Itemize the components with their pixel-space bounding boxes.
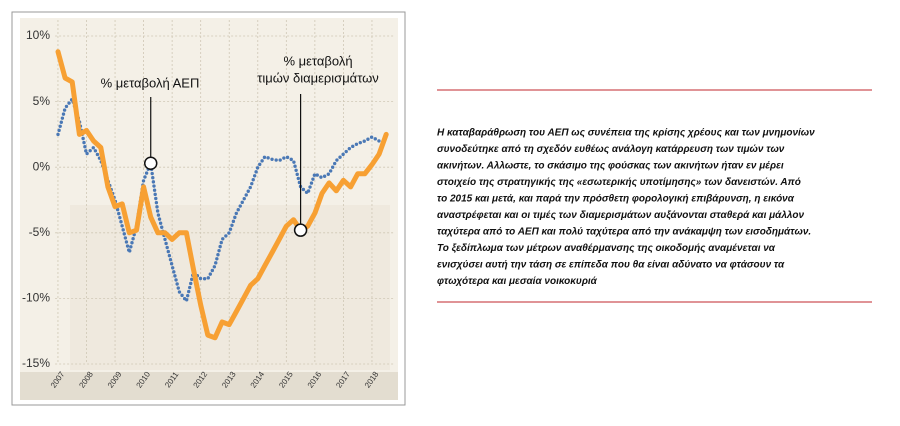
- article-line: το 2015 και μετά, και παρά την πρόσθετη …: [437, 194, 795, 205]
- article-line: Το ξεδίπλωμα των μέτρων αναθέρμανσης της…: [437, 243, 776, 254]
- article-line: φτωχότερα και μεσαία νοικοκυριά: [437, 276, 598, 287]
- article-line: ταχύτερα από το ΑΕΠ και πολύ ταχύτερα απ…: [437, 227, 811, 238]
- article-line: ακινήτων. Αλλωστε, το σκάσιμο της φούσκα…: [437, 161, 784, 172]
- article-line: ενισχύσει αυτή την τάση σε επίπεδα που θ…: [437, 260, 785, 271]
- y-tick-label: 5%: [33, 94, 51, 108]
- article-line: συνοδεύτηκε από τη σχεδόν ευθέως ανάλογη…: [437, 144, 785, 155]
- y-tick-label: -5%: [29, 225, 51, 239]
- x-axis-band: [20, 372, 398, 400]
- article-line: αναστρέφεται και οι τιμές των διαμερισμά…: [437, 210, 804, 221]
- annotation-point: [293, 223, 308, 237]
- annotation-label: τιμών διαμερισμάτων: [257, 70, 379, 85]
- annotation-label: % μεταβολή: [283, 53, 352, 68]
- article-line: Η καταβαράθρωση του ΑΕΠ ως συνέπεια της …: [437, 128, 815, 139]
- y-tick-label: 10%: [26, 28, 50, 42]
- annotation-label: % μεταβολή ΑΕΠ: [101, 75, 200, 90]
- y-tick-label: -15%: [22, 356, 50, 370]
- y-tick-label: -10%: [22, 291, 50, 305]
- article-line: στοιχείο της στρατηγικής της «εσωτερικής…: [437, 177, 801, 188]
- y-tick-label: 0%: [33, 159, 51, 173]
- annotation-point: [143, 156, 158, 171]
- price-line: [55, 49, 389, 341]
